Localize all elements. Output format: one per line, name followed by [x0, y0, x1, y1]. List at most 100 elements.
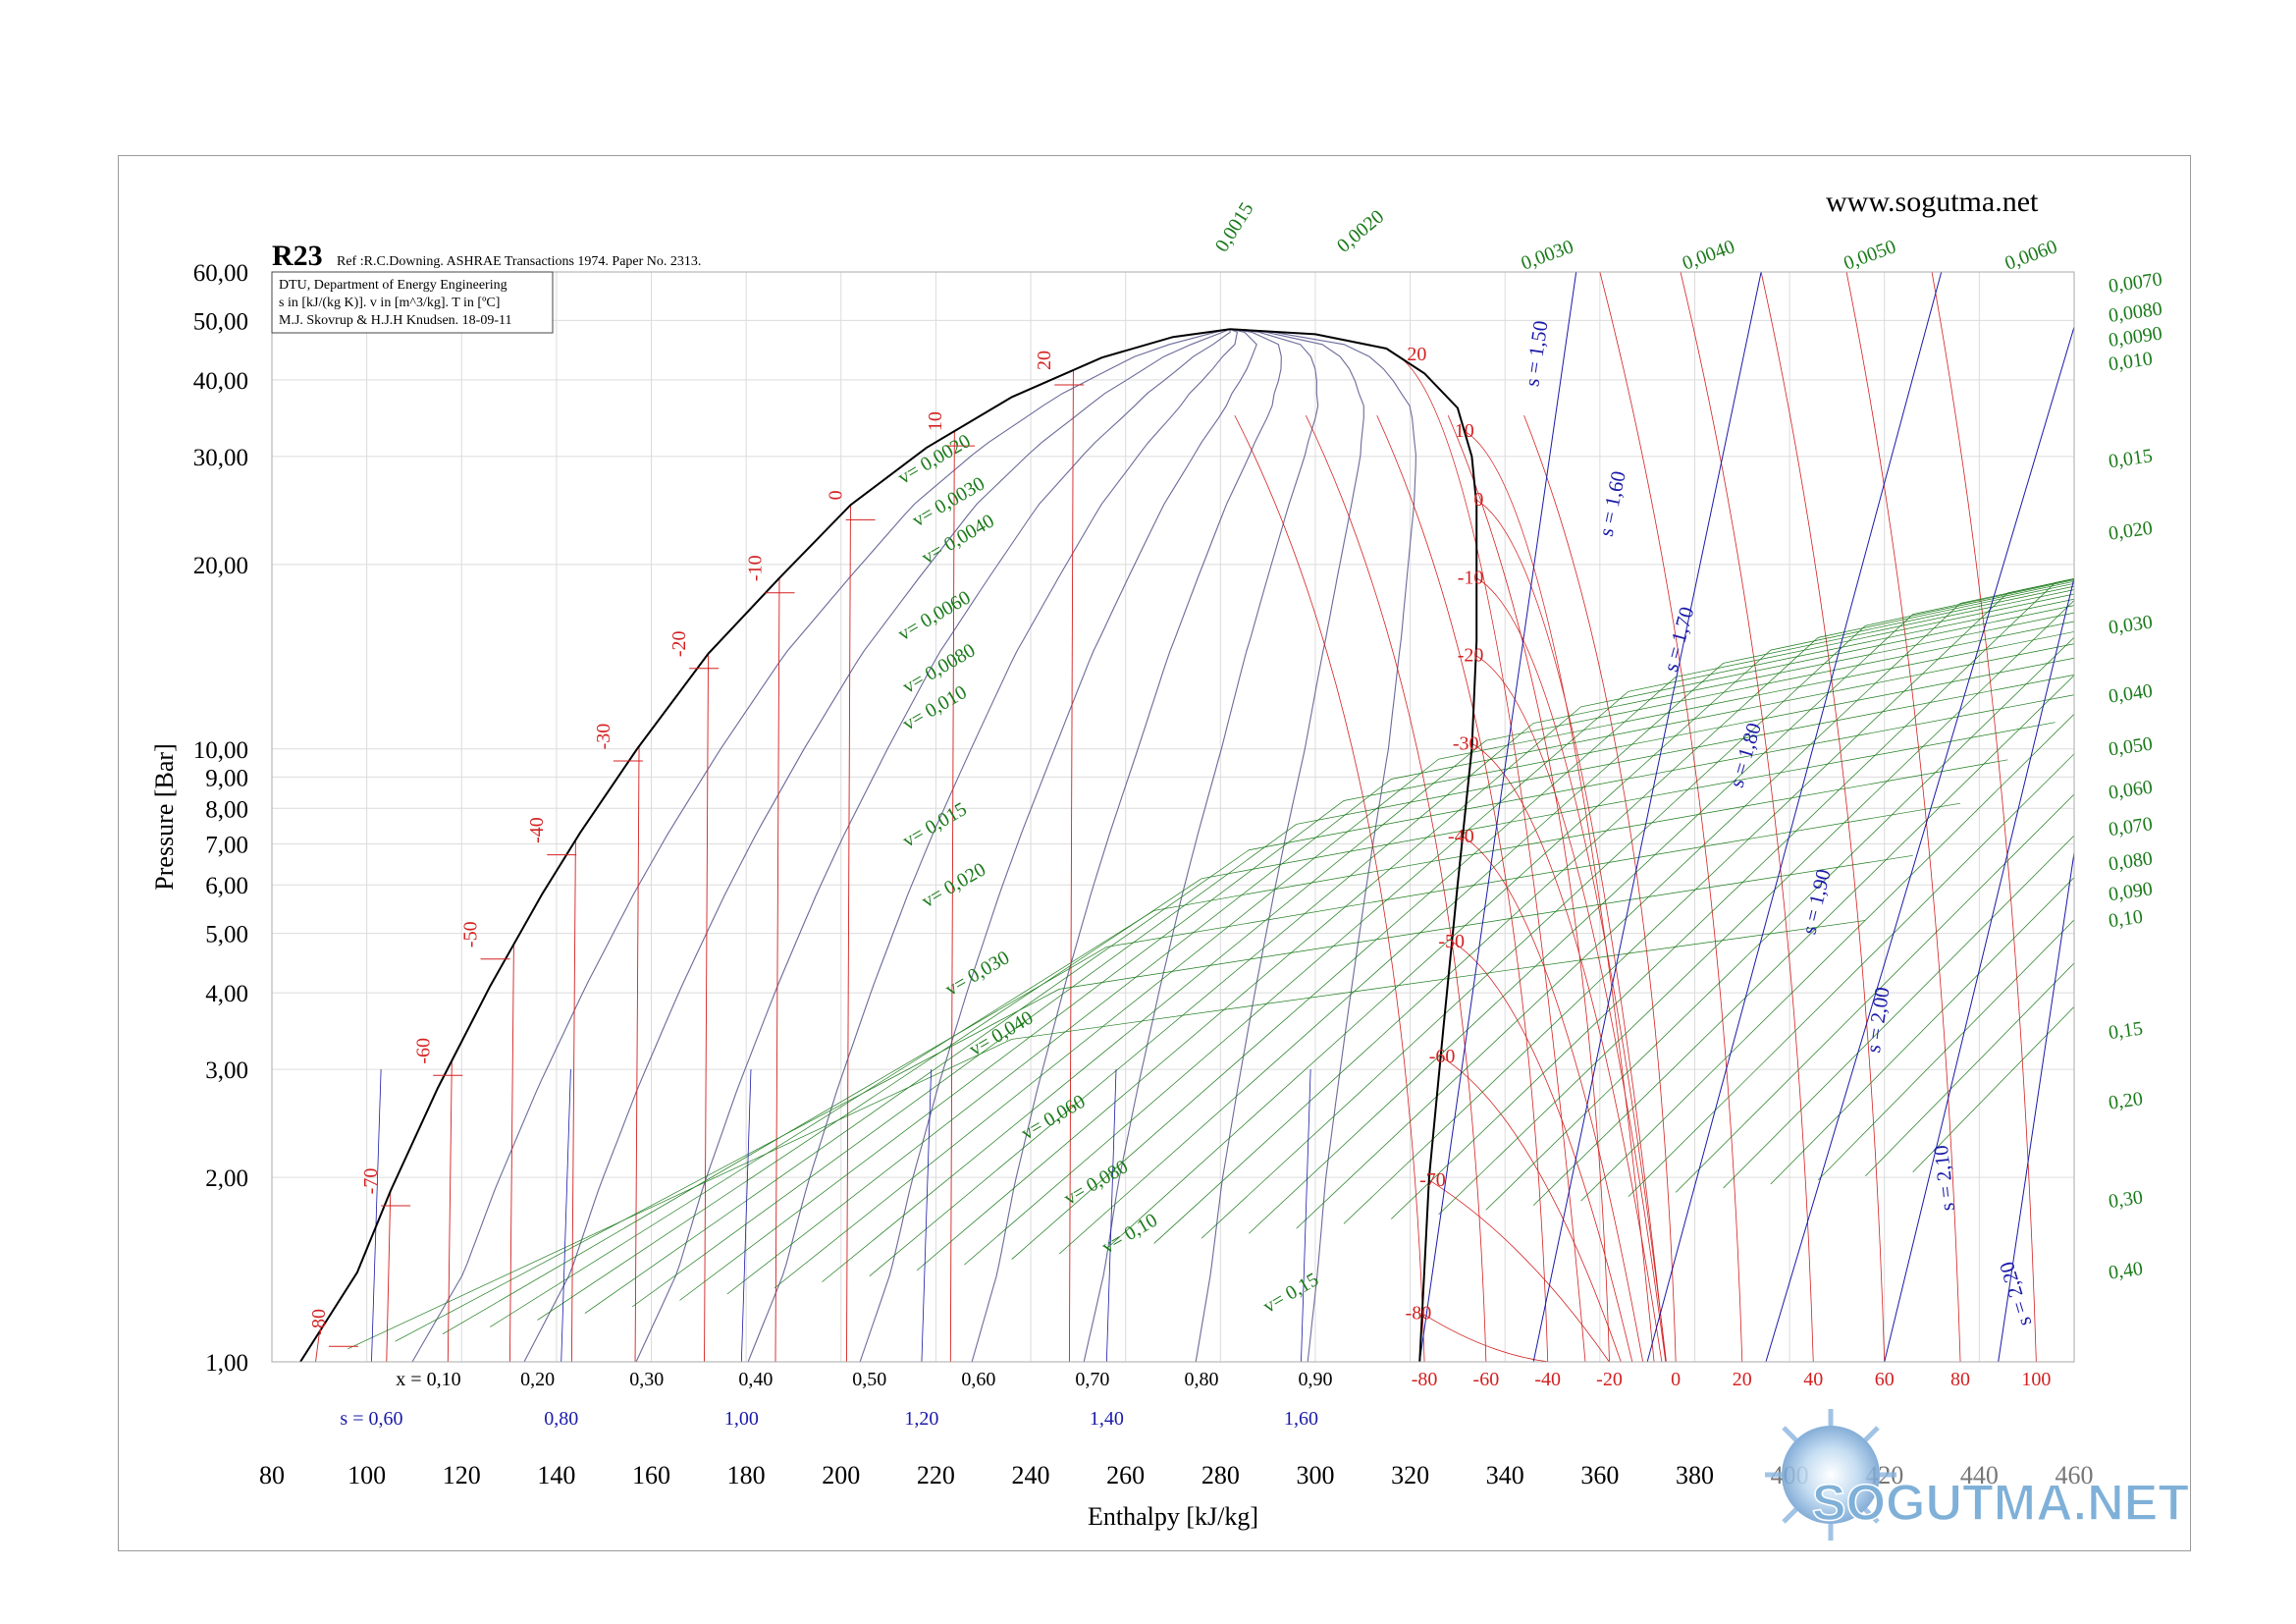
- y-tick-label: 6,00: [205, 873, 248, 899]
- isotherm-liquid: [846, 505, 851, 1362]
- volume-label-right: 0,15: [2108, 1017, 2145, 1044]
- temperature-axis-label: 60: [1875, 1369, 1895, 1390]
- info-line: M.J. Skovrup & H.J.H Knudsen. 18-09-11: [279, 313, 511, 328]
- temperature-axis-label: 80: [1950, 1369, 1970, 1390]
- y-tick-label: 2,00: [205, 1165, 248, 1192]
- isochore-line: [347, 920, 1866, 1350]
- isotherm-superheat: [1599, 272, 1743, 1362]
- info-line: DTU, Department of Energy Engineering: [279, 278, 507, 293]
- isochore-line: [1723, 835, 2074, 1189]
- quality-line: [859, 328, 1257, 1362]
- quality-line: [1229, 328, 1416, 1362]
- volume-label: v= 0,0020: [894, 430, 974, 489]
- isotherm-superheat: [1680, 272, 1814, 1362]
- x-tick-label: 340: [1486, 1461, 1524, 1489]
- isochore-line: [916, 605, 2074, 1272]
- entropy-label: s = 1,70: [1659, 604, 1699, 674]
- isochore-line: [395, 854, 1913, 1342]
- isotherm-vapor: [1475, 499, 1667, 1362]
- x-axis-label: Enthalpy [kJ/kg]: [1088, 1502, 1258, 1531]
- volume-label-top: 0,0050: [1841, 236, 1898, 274]
- volume-label-top: 0,0020: [1333, 206, 1388, 257]
- x-tick-label: 260: [1106, 1461, 1145, 1489]
- x-tick-label: 440: [1960, 1461, 1999, 1489]
- website-text: www.sogutma.net: [1826, 186, 2039, 218]
- volume-label: v= 0,10: [1098, 1210, 1161, 1259]
- entropy-row-label: 1,60: [1284, 1408, 1318, 1430]
- y-tick-label: 5,00: [205, 922, 248, 948]
- volume-label-right: 0,0070: [2108, 268, 2164, 297]
- liquid-temperature-label: 0: [826, 490, 847, 500]
- isentrope-line: [2084, 1006, 2122, 1362]
- y-tick-label: 1,00: [205, 1350, 248, 1377]
- saturation-dome: [299, 328, 1478, 1362]
- volume-label-top: 0,0030: [1519, 236, 1576, 274]
- isotherm-vapor: [1476, 577, 1667, 1362]
- volume-label-right: 0,050: [2108, 733, 2155, 761]
- temperature-axis-label: -60: [1473, 1369, 1500, 1390]
- volume-label-right: 0,015: [2108, 445, 2155, 472]
- isotherm-vapor: [1464, 430, 1655, 1362]
- y-tick-label: 4,00: [205, 981, 248, 1007]
- isochore-line: [1628, 753, 2074, 1198]
- y-tick-label: 8,00: [205, 796, 248, 823]
- isotherm-superheat: [1376, 414, 1549, 1362]
- liquid-temperature-label: -50: [460, 921, 482, 947]
- isochore-line: [584, 694, 2074, 1314]
- isotherm-liquid: [704, 653, 709, 1362]
- isotherm-liquid: [949, 431, 955, 1362]
- liquid-temperature-label: -80: [308, 1309, 330, 1335]
- isochore-line: [1201, 580, 2074, 1239]
- isentrope-liquid: [1301, 1069, 1311, 1362]
- isotherm-superheat: [1234, 414, 1425, 1362]
- x-tick-label: 380: [1676, 1461, 1714, 1489]
- y-tick-label: 50,00: [193, 308, 248, 335]
- info-line: s in [kJ/(kg K)]. v in [m^3/kg]. T in [º…: [279, 296, 500, 310]
- y-tick-label: 10,00: [193, 737, 248, 764]
- volume-label: v= 0,060: [1018, 1091, 1090, 1145]
- entropy-label: s = 1,80: [1725, 720, 1766, 789]
- vapor-temperature-label: 0: [1473, 489, 1483, 511]
- volume-label-right: 0,040: [2108, 680, 2155, 708]
- liquid-temperature-label: -10: [744, 555, 766, 581]
- volume-label: v= 0,040: [966, 1007, 1038, 1061]
- vapor-temperature-label: -50: [1438, 931, 1465, 952]
- volume-label-right: 0,30: [2108, 1186, 2145, 1213]
- isotherm-liquid: [315, 1331, 320, 1362]
- isochore-line: [964, 598, 2074, 1266]
- isentrope-line: [1884, 575, 2074, 1362]
- entropy-label: s = 1,50: [1520, 319, 1552, 388]
- entropy-row-label: s = 0,60: [340, 1408, 402, 1430]
- isochore-line: [774, 631, 2074, 1289]
- volume-label-right: 0,080: [2108, 847, 2155, 875]
- liquid-temperature-label: 10: [925, 411, 946, 431]
- temperature-axis-label: -40: [1534, 1369, 1561, 1390]
- quality-line: [523, 328, 1231, 1362]
- isentrope-line: [1998, 849, 2074, 1362]
- x-tick-label: 220: [917, 1461, 955, 1489]
- entropy-row-label: 1,20: [904, 1408, 938, 1430]
- y-tick-label: 20,00: [193, 553, 248, 579]
- isentrope-line: [1646, 272, 1943, 1362]
- x-tick-label: 280: [1201, 1461, 1240, 1489]
- isochore-line: [1249, 579, 2074, 1234]
- isochore-line: [1011, 593, 2074, 1260]
- isochore-line: [1058, 589, 2074, 1255]
- isochore-line: [1532, 675, 2074, 1206]
- isotherm-vapor: [1475, 655, 1667, 1362]
- volume-label-right: 0,10: [2108, 906, 2145, 933]
- volume-label-top: 0,0060: [2002, 236, 2060, 274]
- isotherm-superheat: [1931, 272, 2037, 1362]
- plot-border: [271, 271, 2075, 1363]
- isochore-line: [537, 722, 2056, 1321]
- isotherm-vapor: [1395, 353, 1586, 1362]
- entropy-label: s = 2,10: [1929, 1144, 1959, 1212]
- volume-label-right: 0,030: [2108, 612, 2155, 639]
- info-box: [271, 271, 554, 334]
- x-tick-label: 200: [822, 1461, 860, 1489]
- volume-label-right: 0,070: [2108, 813, 2155, 840]
- x-tick-label: 100: [347, 1461, 386, 1489]
- vapor-temperature-label: -20: [1458, 645, 1484, 667]
- chart-frame: [118, 155, 2191, 1551]
- isotherm-superheat: [1845, 272, 1961, 1362]
